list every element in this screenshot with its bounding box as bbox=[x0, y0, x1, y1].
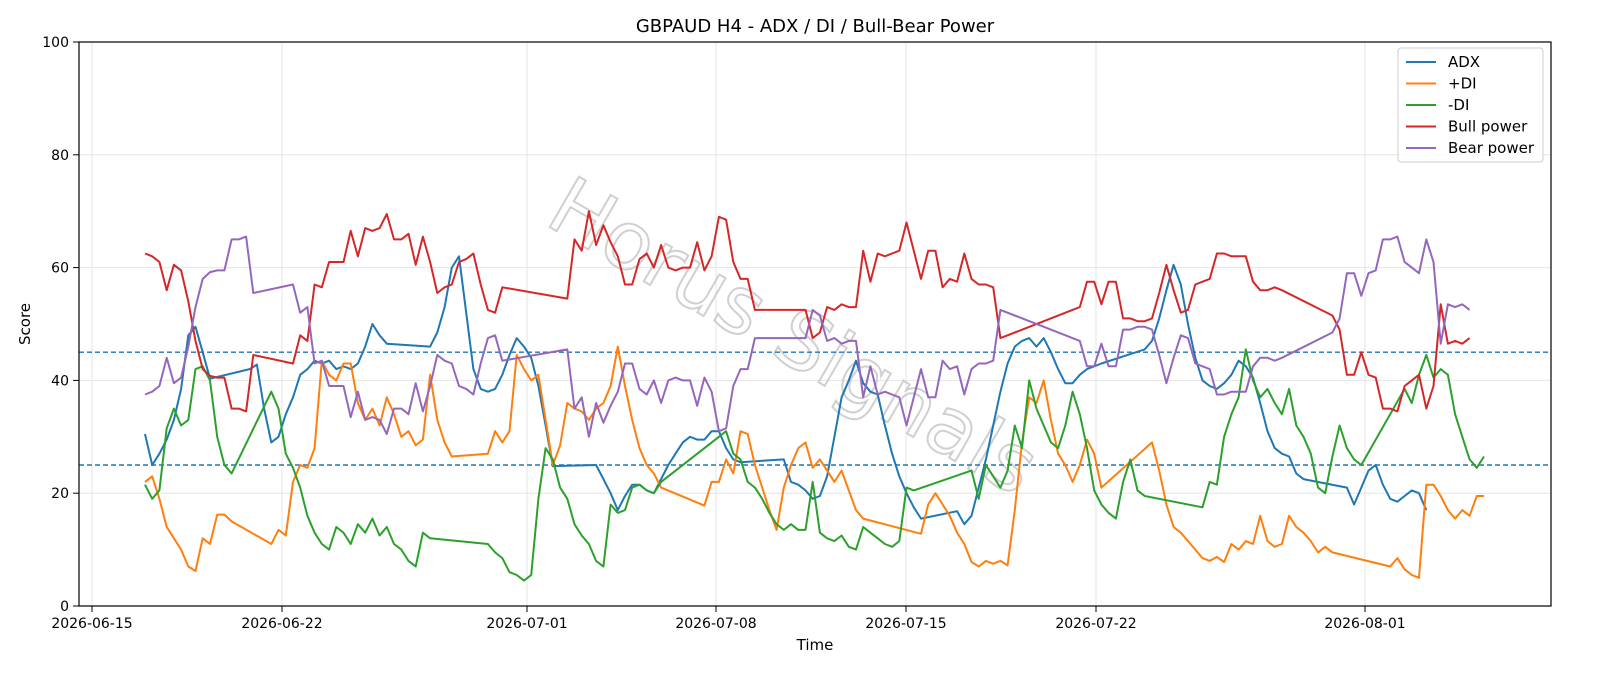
series-lines bbox=[144, 210, 1485, 582]
x-axis-label: Time bbox=[796, 636, 834, 654]
x-axis: 2026-06-15 2026-06-22 2026-07-01 2026-07-08… bbox=[51, 606, 1406, 632]
x-tick-label: 2026-07-01 bbox=[486, 616, 567, 632]
legend-label: ADX bbox=[1448, 53, 1480, 71]
series-line-adx bbox=[144, 255, 1428, 526]
x-tick-label: 2026-07-08 bbox=[675, 616, 756, 632]
y-axis-label: Score bbox=[16, 303, 34, 345]
y-tick-label: 40 bbox=[51, 373, 69, 389]
y-tick-label: 80 bbox=[51, 148, 69, 164]
y-tick-label: 100 bbox=[42, 35, 69, 51]
legend: ADX +DI -DI Bull power Bear power bbox=[1397, 47, 1544, 163]
x-tick-label: 2026-06-22 bbox=[241, 616, 322, 632]
legend-label: Bull power bbox=[1448, 118, 1528, 136]
y-tick-label: 20 bbox=[51, 486, 69, 502]
y-axis: 0 20 40 60 80 100 bbox=[42, 35, 79, 615]
x-tick-label: 2026-07-15 bbox=[865, 616, 946, 632]
y-tick-label: 60 bbox=[51, 261, 69, 277]
chart-title: GBPAUD H4 - ADX / DI / Bull-Bear Power bbox=[636, 16, 995, 37]
legend-label: -DI bbox=[1448, 96, 1469, 114]
series-line-di bbox=[144, 345, 1484, 579]
series-line-di bbox=[144, 348, 1485, 582]
legend-label: Bear power bbox=[1448, 139, 1535, 157]
plot-frame bbox=[78, 41, 1552, 607]
series-line-bear-power bbox=[144, 235, 1471, 438]
x-tick-label: 2026-08-01 bbox=[1324, 616, 1405, 632]
legend-label: +DI bbox=[1448, 75, 1477, 93]
y-tick-label: 0 bbox=[60, 599, 69, 615]
x-tick-label: 2026-07-22 bbox=[1055, 616, 1136, 632]
legend-box bbox=[1397, 47, 1544, 163]
x-tick-label: 2026-06-15 bbox=[51, 616, 132, 632]
